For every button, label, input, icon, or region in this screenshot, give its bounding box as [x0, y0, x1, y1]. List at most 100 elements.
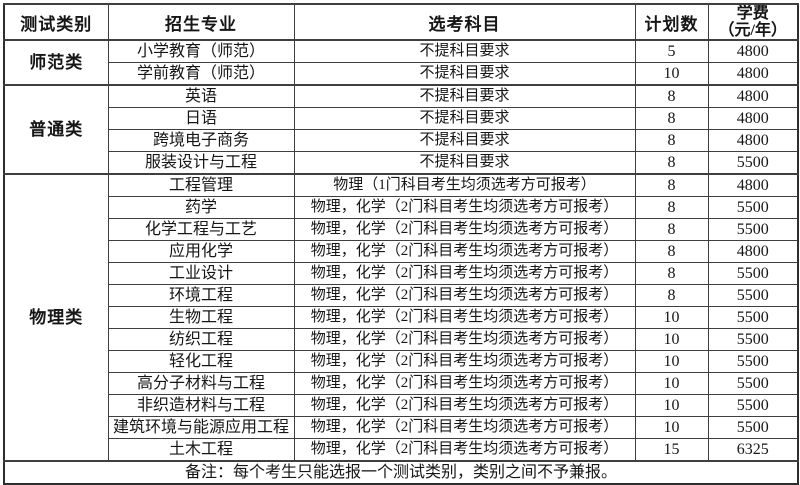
major-cell: 轻化工程 [107, 350, 295, 373]
plan-cell: 8 [634, 218, 709, 241]
subjects-cell: 物理，化学（2门科目考生均须选考方可报考） [293, 284, 636, 307]
tuition-cell: 5500 [707, 284, 799, 307]
note-cell: 备注：每个考生只能选报一个测试类别，类别之间不予兼报。 [3, 460, 799, 485]
table-row: 生物工程 物理，化学（2门科目考生均须选考方可报考） 10 5500 [4, 306, 799, 329]
tuition-cell: 5500 [707, 196, 799, 219]
plan-cell: 10 [634, 306, 709, 329]
table-row: 服装设计与工程 不提科目要求 8 5500 [4, 151, 799, 175]
col-header-plan: 计划数 [634, 3, 709, 41]
major-cell: 非织造材料与工程 [107, 394, 295, 417]
col-header-major: 招生专业 [107, 3, 295, 41]
tuition-header-line1: 学费 [736, 5, 769, 22]
plan-cell: 15 [634, 438, 709, 462]
tuition-cell: 4800 [707, 39, 799, 63]
table-row: 建筑环境与能源应用工程 物理，化学（2门科目考生均须选考方可报考） 10 550… [4, 416, 799, 439]
header-row: 测试类别 招生专业 选考科目 计划数 学费 （元/年） [3, 3, 799, 41]
table-row: 轻化工程 物理，化学（2门科目考生均须选考方可报考） 10 5500 [4, 350, 799, 373]
major-cell: 工业设计 [107, 262, 295, 285]
tuition-cell: 5500 [707, 328, 799, 351]
tuition-cell: 5500 [707, 350, 799, 373]
table-row: 学前教育（师范） 不提科目要求 10 4800 [4, 62, 799, 86]
tuition-cell: 5500 [707, 151, 799, 175]
subjects-cell: 物理，化学（2门科目考生均须选考方可报考） [293, 328, 636, 351]
plan-cell: 10 [634, 416, 709, 439]
table-row: 化学工程与工艺 物理，化学（2门科目考生均须选考方可报考） 8 5500 [4, 218, 799, 241]
subjects-cell: 物理，化学（2门科目考生均须选考方可报考） [293, 416, 636, 439]
tuition-cell: 4800 [707, 240, 799, 263]
plan-cell: 10 [634, 328, 709, 351]
plan-cell: 8 [634, 151, 709, 175]
major-cell: 英语 [107, 84, 295, 108]
major-cell: 环境工程 [107, 284, 295, 307]
plan-cell: 8 [634, 173, 709, 197]
tuition-cell: 4800 [707, 129, 799, 152]
table-row: 环境工程 物理，化学（2门科目考生均须选考方可报考） 8 5500 [4, 284, 799, 307]
subjects-cell: 不提科目要求 [293, 151, 636, 175]
col-header-category: 测试类别 [3, 3, 109, 41]
subjects-cell: 物理，化学（2门科目考生均须选考方可报考） [293, 306, 636, 329]
subjects-cell: 物理，化学（2门科目考生均须选考方可报考） [293, 240, 636, 263]
major-cell: 土木工程 [107, 438, 295, 462]
tuition-cell: 5500 [707, 306, 799, 329]
major-cell: 日语 [107, 107, 295, 130]
major-cell: 小学教育（师范） [107, 39, 295, 63]
table-row: 非织造材料与工程 物理，化学（2门科目考生均须选考方可报考） 10 5500 [4, 394, 799, 417]
category-cell-normal: 师范类 [3, 39, 109, 86]
subjects-cell: 物理，化学（2门科目考生均须选考方可报考） [293, 394, 636, 417]
plan-cell: 8 [634, 284, 709, 307]
col-header-subjects: 选考科目 [293, 3, 636, 41]
major-cell: 学前教育（师范） [107, 62, 295, 86]
table-row: 工业设计 物理，化学（2门科目考生均须选考方可报考） 8 5500 [4, 262, 799, 285]
subjects-cell: 物理，化学（2门科目考生均须选考方可报考） [293, 350, 636, 373]
subjects-cell: 不提科目要求 [293, 62, 636, 86]
subjects-cell: 不提科目要求 [293, 129, 636, 152]
tuition-header-line2: （元/年） [718, 22, 787, 39]
plan-cell: 8 [634, 262, 709, 285]
plan-cell: 10 [634, 394, 709, 417]
major-cell: 跨境电子商务 [107, 129, 295, 152]
plan-cell: 10 [634, 62, 709, 86]
subjects-cell: 不提科目要求 [293, 107, 636, 130]
table-row: 师范类 小学教育（师范） 不提科目要求 5 4800 [3, 39, 799, 86]
table-row: 纺织工程 物理，化学（2门科目考生均须选考方可报考） 10 5500 [4, 328, 799, 351]
tuition-cell: 5500 [707, 394, 799, 417]
major-cell: 建筑环境与能源应用工程 [107, 416, 295, 439]
subjects-cell: 物理，化学（2门科目考生均须选考方可报考） [293, 262, 636, 285]
tuition-cell: 4800 [707, 62, 799, 86]
subjects-cell: 物理，化学（2门科目考生均须选考方可报考） [293, 438, 636, 462]
major-cell: 化学工程与工艺 [107, 218, 295, 241]
major-cell: 生物工程 [107, 306, 295, 329]
plan-cell: 10 [634, 372, 709, 395]
table-row: 跨境电子商务 不提科目要求 8 4800 [4, 129, 799, 152]
tuition-cell: 6325 [707, 438, 799, 462]
plan-cell: 5 [634, 39, 709, 63]
subjects-cell: 物理（1门科目考生均须选考方可报考） [293, 173, 636, 197]
plan-cell: 10 [634, 350, 709, 373]
tuition-cell: 5500 [707, 416, 799, 439]
subjects-cell: 物理，化学（2门科目考生均须选考方可报考） [293, 218, 636, 241]
table-row: 普通类 英语 不提科目要求 8 4800 [3, 84, 799, 175]
major-cell: 高分子材料与工程 [107, 372, 295, 395]
plan-cell: 8 [634, 196, 709, 219]
subjects-cell: 物理，化学（2门科目考生均须选考方可报考） [293, 196, 636, 219]
plan-cell: 8 [634, 84, 709, 108]
major-cell: 工程管理 [107, 173, 295, 197]
major-cell: 应用化学 [107, 240, 295, 263]
category-cell-physics: 物理类 [3, 173, 109, 462]
subjects-cell: 物理，化学（2门科目考生均须选考方可报考） [293, 372, 636, 395]
table-row: 高分子材料与工程 物理，化学（2门科目考生均须选考方可报考） 10 5500 [4, 372, 799, 395]
tuition-cell: 5500 [707, 372, 799, 395]
table-row: 药学 物理，化学（2门科目考生均须选考方可报考） 8 5500 [4, 196, 799, 219]
tuition-cell: 5500 [707, 218, 799, 241]
tuition-cell: 4800 [707, 84, 799, 108]
subjects-cell: 不提科目要求 [293, 39, 636, 63]
plan-cell: 8 [634, 240, 709, 263]
category-cell-general: 普通类 [3, 84, 109, 175]
table-row: 日语 不提科目要求 8 4800 [4, 107, 799, 130]
tuition-cell: 5500 [707, 262, 799, 285]
table-row: 土木工程 物理，化学（2门科目考生均须选考方可报考） 15 6325 [4, 438, 799, 462]
major-cell: 药学 [107, 196, 295, 219]
admissions-table: 测试类别 招生专业 选考科目 计划数 学费 （元/年） 师范类 小学教育（师范）… [3, 3, 799, 485]
plan-cell: 8 [634, 107, 709, 130]
major-cell: 服装设计与工程 [107, 151, 295, 175]
